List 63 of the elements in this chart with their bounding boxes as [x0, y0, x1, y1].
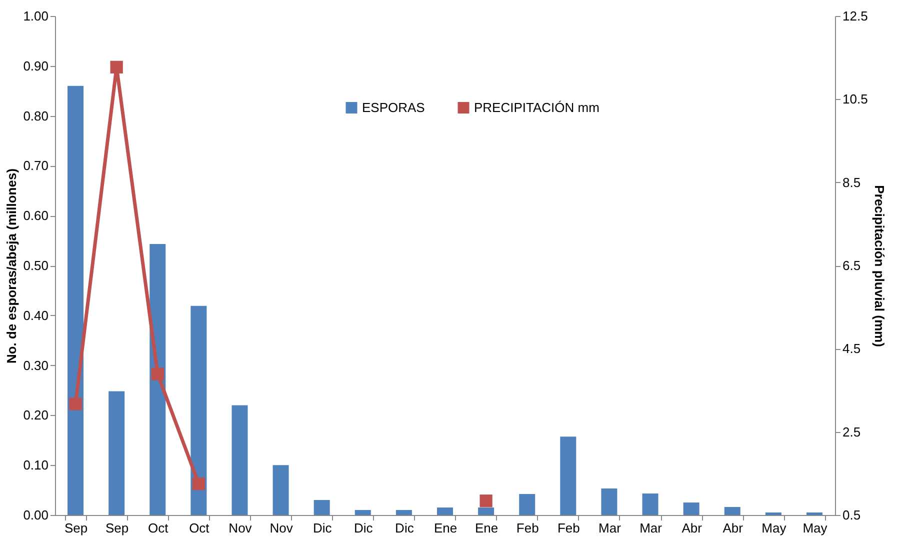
bar: [724, 507, 740, 515]
bar: [519, 494, 536, 515]
y-tick-label: 0.00: [23, 508, 48, 522]
x-tick-label: Oct: [189, 520, 210, 536]
y-axis-title: No. de esporas/abeja (millones): [4, 168, 20, 364]
x-tick-label: Dic: [354, 520, 374, 536]
y-tick-label: 0.20: [23, 408, 48, 423]
bar: [232, 405, 248, 515]
y-tick-label: 1.00: [23, 8, 48, 24]
bar: [272, 465, 289, 515]
x-tick-label: Oct: [148, 520, 169, 536]
x-tick-label: Dic: [395, 520, 414, 536]
y2-tick-label: 8.5: [842, 174, 861, 190]
y-tick-label: 0.50: [23, 258, 48, 273]
y-tick-label: 0.70: [23, 158, 48, 174]
x-tick-label: May: [802, 520, 828, 536]
y2-tick-label: 2.5: [842, 424, 861, 440]
x-tick-label: Abr: [722, 520, 744, 536]
y-tick-label: 0.40: [23, 308, 48, 323]
y2-tick-label: 10.5: [842, 92, 868, 107]
bar: [354, 510, 371, 515]
y2-axis-title: Precipitación pluvial (mm): [872, 185, 887, 347]
y2-tick-label: 4.5: [842, 341, 861, 356]
y-tick-label: 0.90: [23, 58, 48, 74]
x-tick-label: Abr: [682, 520, 703, 536]
bar: [150, 244, 166, 515]
bar: [601, 488, 618, 515]
x-tick-label: Ene: [474, 520, 498, 536]
x-tick-label: Feb: [557, 520, 580, 536]
point: [480, 494, 492, 508]
y2-tick-label: 12.5: [842, 8, 868, 24]
x-tick-label: May: [762, 520, 787, 536]
bar: [396, 510, 412, 515]
point: [151, 368, 164, 380]
point: [110, 60, 123, 74]
bar: [68, 86, 84, 515]
x-tick-label: Mar: [598, 520, 622, 536]
bar: [437, 508, 453, 515]
x-tick-label: Dic: [312, 520, 332, 536]
bar: [190, 306, 207, 515]
y2-tick-label: 0.5: [842, 508, 861, 522]
y2-tick-label: 6.5: [842, 258, 861, 273]
legend-label: ESPORAS: [362, 100, 426, 115]
bar: [478, 508, 494, 515]
x-tick-label: Mar: [640, 520, 663, 536]
bar: [560, 436, 576, 515]
legend-label: PRECIPITACIÓN mm: [474, 100, 600, 115]
x-tick-label: Sep: [64, 520, 88, 536]
y-tick-label: 0.80: [23, 108, 48, 124]
bar: [108, 391, 125, 515]
x-tick-label: Nov: [228, 520, 252, 536]
y-tick-label: 0.60: [23, 208, 48, 224]
bar: [642, 494, 658, 515]
bar: [314, 500, 330, 515]
x-tick-label: Feb: [516, 520, 539, 536]
x-tick-label: Sep: [106, 520, 129, 536]
bar: [683, 502, 700, 515]
x-tick-label: Nov: [270, 520, 294, 536]
x-tick-label: Ene: [434, 520, 458, 536]
y-tick-label: 0.10: [23, 458, 48, 473]
point: [192, 477, 206, 490]
point: [69, 398, 82, 410]
y-tick-label: 0.30: [23, 358, 48, 373]
